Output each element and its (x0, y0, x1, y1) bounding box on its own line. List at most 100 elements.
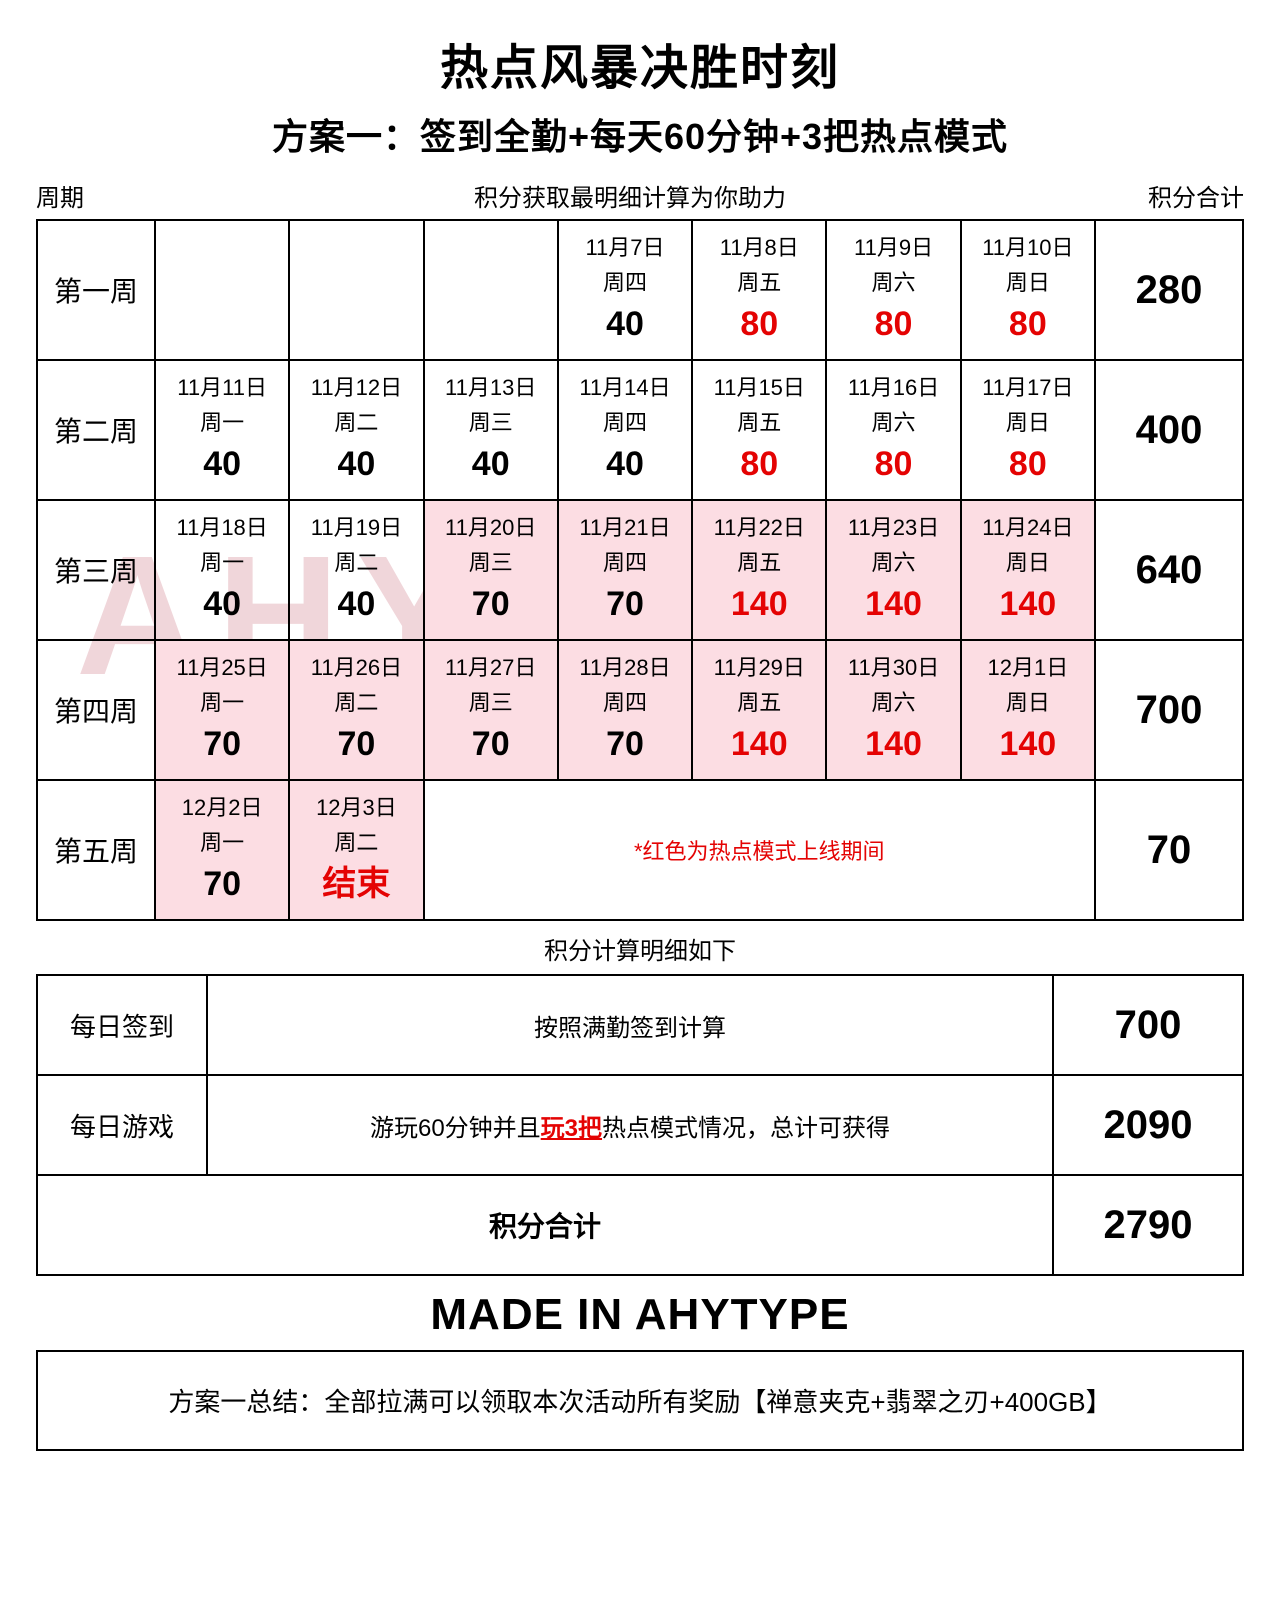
day-date: 11月13日 (429, 371, 553, 404)
caption-center: 积分获取最明细计算为你助力 (156, 178, 1104, 213)
day-date: 11月26日 (294, 651, 418, 684)
day-cell: 11月8日周五80 (692, 220, 826, 360)
day-date: 11月18日 (160, 511, 284, 544)
emphasis-text: 玩3把 (541, 1115, 602, 1142)
day-date: 11月10日 (966, 231, 1090, 264)
day-cell: 11月12日周二40 (289, 360, 423, 500)
table-row: 第四周11月25日周一7011月26日周二7011月27日周三7011月28日周… (37, 640, 1243, 780)
table-row: 第二周11月11日周一4011月12日周二4011月13日周三4011月14日周… (37, 360, 1243, 500)
day-of-week: 周二 (294, 544, 418, 581)
day-of-week: 周四 (563, 684, 687, 721)
day-of-week: 周一 (160, 544, 284, 581)
day-points: 结束 (294, 861, 418, 909)
day-date: 12月3日 (294, 791, 418, 824)
week-label: 第五周 (37, 780, 155, 920)
day-of-week: 周日 (966, 684, 1090, 721)
week-label: 第三周 (37, 500, 155, 640)
day-cell (155, 220, 289, 360)
week-label: 第一周 (37, 220, 155, 360)
day-points: 70 (429, 721, 553, 769)
day-of-week: 周二 (294, 404, 418, 441)
detail-value: 2090 (1053, 1075, 1243, 1175)
day-of-week: 周日 (966, 544, 1090, 581)
day-points: 40 (429, 441, 553, 489)
day-points: 40 (160, 441, 284, 489)
day-cell: 11月21日周四70 (558, 500, 692, 640)
day-of-week: 周一 (160, 404, 284, 441)
day-cell: 11月7日周四40 (558, 220, 692, 360)
day-of-week: 周六 (831, 404, 955, 441)
page-subtitle: 方案一：签到全勤+每天60分钟+3把热点模式 (36, 108, 1244, 160)
table-header-captions: 周期 积分获取最明细计算为你助力 积分合计 (36, 178, 1244, 213)
day-date: 11月17日 (966, 371, 1090, 404)
day-date: 11月12日 (294, 371, 418, 404)
day-of-week: 周三 (429, 544, 553, 581)
day-points: 70 (160, 721, 284, 769)
day-cell: 11月24日周日140 (961, 500, 1095, 640)
day-points: 70 (563, 721, 687, 769)
table-row: 每日签到按照满勤签到计算700 (37, 975, 1243, 1075)
day-cell (289, 220, 423, 360)
made-in-label: MADE IN AHYTYPE (36, 1290, 1244, 1340)
day-points: 140 (697, 721, 821, 769)
day-of-week: 周四 (563, 264, 687, 301)
day-date: 12月2日 (160, 791, 284, 824)
detail-caption: 积分计算明细如下 (36, 931, 1244, 966)
day-date: 11月15日 (697, 371, 821, 404)
table-row: 积分合计2790 (37, 1175, 1243, 1275)
day-cell: 11月17日周日80 (961, 360, 1095, 500)
day-of-week: 周六 (831, 264, 955, 301)
table-row: 第一周11月7日周四4011月8日周五8011月9日周六8011月10日周日80… (37, 220, 1243, 360)
points-schedule-table: 第一周11月7日周四4011月8日周五8011月9日周六8011月10日周日80… (36, 219, 1244, 921)
day-cell: 11月18日周一40 (155, 500, 289, 640)
day-points: 80 (966, 301, 1090, 349)
day-of-week: 周二 (294, 684, 418, 721)
day-of-week: 周五 (697, 404, 821, 441)
day-cell: 11月27日周三70 (424, 640, 558, 780)
detail-description: 游玩60分钟并且玩3把热点模式情况，总计可获得 (207, 1075, 1053, 1175)
day-of-week: 周五 (697, 264, 821, 301)
detail-description: 按照满勤签到计算 (207, 975, 1053, 1075)
day-cell: 11月22日周五140 (692, 500, 826, 640)
day-date: 11月25日 (160, 651, 284, 684)
day-cell: 12月2日周一70 (155, 780, 289, 920)
day-of-week: 周六 (831, 684, 955, 721)
day-date: 11月19日 (294, 511, 418, 544)
day-date: 11月29日 (697, 651, 821, 684)
day-points: 70 (429, 581, 553, 629)
day-cell: 11月20日周三70 (424, 500, 558, 640)
week-total: 700 (1095, 640, 1243, 780)
day-date: 11月16日 (831, 371, 955, 404)
week-label: 第二周 (37, 360, 155, 500)
day-cell: 11月26日周二70 (289, 640, 423, 780)
day-points: 40 (563, 301, 687, 349)
day-of-week: 周四 (563, 544, 687, 581)
table-row: 第三周11月18日周一4011月19日周二4011月20日周三7011月21日周… (37, 500, 1243, 640)
day-date: 11月8日 (697, 231, 821, 264)
day-points: 140 (831, 721, 955, 769)
day-of-week: 周一 (160, 824, 284, 861)
week-total: 70 (1095, 780, 1243, 920)
day-date: 11月24日 (966, 511, 1090, 544)
points-detail-table: 每日签到按照满勤签到计算700每日游戏游玩60分钟并且玩3把热点模式情况，总计可… (36, 974, 1244, 1276)
day-cell: 11月25日周一70 (155, 640, 289, 780)
day-date: 12月1日 (966, 651, 1090, 684)
detail-total-value: 2790 (1053, 1175, 1243, 1275)
day-points: 80 (831, 301, 955, 349)
day-cell: 11月16日周六80 (826, 360, 960, 500)
day-of-week: 周三 (429, 404, 553, 441)
day-cell: 11月14日周四40 (558, 360, 692, 500)
detail-label: 每日游戏 (37, 1075, 207, 1175)
day-date: 11月23日 (831, 511, 955, 544)
day-of-week: 周日 (966, 264, 1090, 301)
day-points: 40 (294, 441, 418, 489)
day-of-week: 周日 (966, 404, 1090, 441)
day-cell (424, 220, 558, 360)
day-of-week: 周二 (294, 824, 418, 861)
day-points: 80 (697, 301, 821, 349)
day-of-week: 周六 (831, 544, 955, 581)
day-cell: 11月9日周六80 (826, 220, 960, 360)
page-title: 热点风暴决胜时刻 (36, 28, 1244, 98)
table-row: 每日游戏游玩60分钟并且玩3把热点模式情况，总计可获得2090 (37, 1075, 1243, 1175)
day-date: 11月14日 (563, 371, 687, 404)
